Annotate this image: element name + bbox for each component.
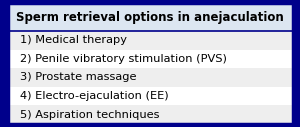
- FancyBboxPatch shape: [8, 87, 292, 105]
- FancyBboxPatch shape: [8, 68, 292, 87]
- FancyBboxPatch shape: [8, 31, 292, 50]
- Text: 2) Penile vibratory stimulation (PVS): 2) Penile vibratory stimulation (PVS): [20, 54, 226, 64]
- Text: Sperm retrieval options in anejaculation: Sperm retrieval options in anejaculation: [16, 11, 284, 24]
- Text: 3) Prostate massage: 3) Prostate massage: [20, 72, 136, 82]
- FancyBboxPatch shape: [8, 105, 292, 124]
- Text: 4) Electro-ejaculation (EE): 4) Electro-ejaculation (EE): [20, 91, 168, 101]
- FancyBboxPatch shape: [8, 50, 292, 68]
- Text: 1) Medical therapy: 1) Medical therapy: [20, 35, 127, 45]
- FancyBboxPatch shape: [8, 3, 292, 31]
- Text: 5) Aspiration techniques: 5) Aspiration techniques: [20, 110, 159, 120]
